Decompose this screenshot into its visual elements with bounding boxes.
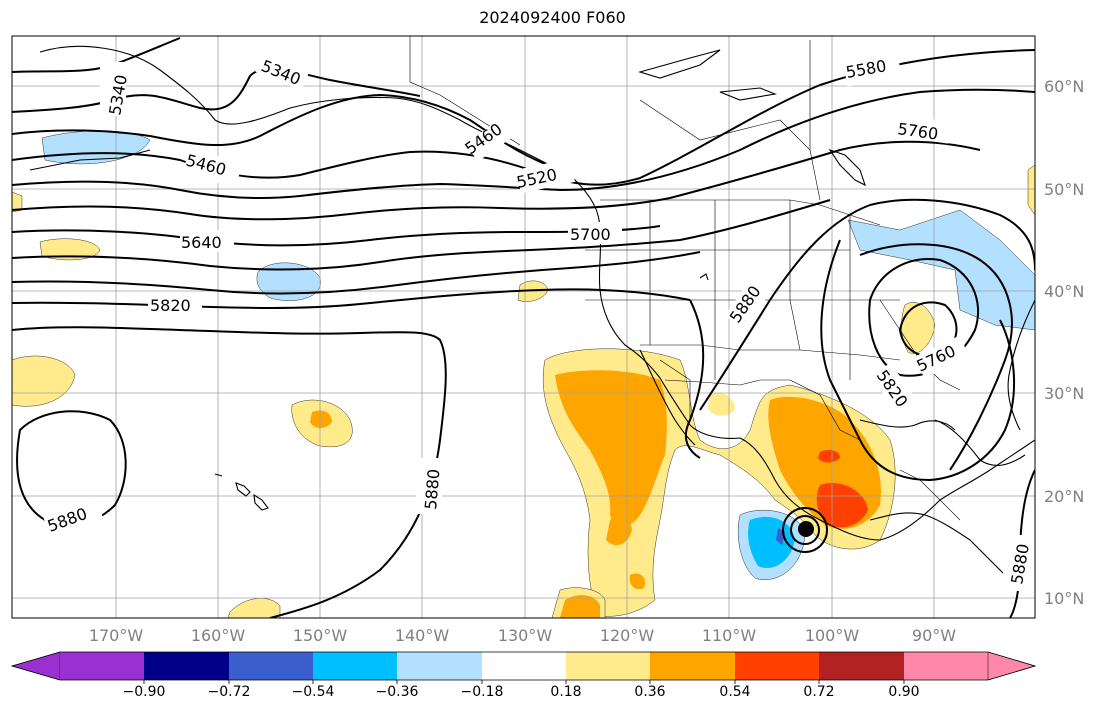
contour-label: 5700 [570,225,611,244]
colorbar-tick-label: −0.18 [460,684,504,700]
colorbar-tick-label: −0.36 [375,684,419,700]
map-panel: 5340 5340 5460 5460 5520 5580 5640 5700 … [12,36,1035,618]
colorbar-swatch [229,652,315,680]
colorbar-swatch [904,652,988,680]
lon-label: 170°W [88,626,144,645]
lat-label: 50°N [1044,180,1085,199]
lat-label: 60°N [1044,77,1085,96]
colorbar-swatch [60,652,146,680]
colorbar-swatch [144,652,230,680]
colorbar-swatch [819,652,905,680]
lon-label: 140°W [394,626,450,645]
lon-label: 120°W [599,626,655,645]
colorbar-tick-label: 0.18 [550,684,582,700]
storm-center-marker [798,521,814,537]
colorbar-swatch [735,652,821,680]
colorbar-swatch [650,652,736,680]
colorbar-tick-label: 0.54 [719,684,751,700]
colorbar-extend-min [11,651,61,681]
lon-label: 110°W [701,626,757,645]
map-title: 2024092400 F060 [479,8,626,27]
lat-label: 40°N [1044,282,1085,301]
contour-label: 5880 [421,468,443,510]
colorbar-tick-label: −0.54 [291,684,335,700]
lon-label: 100°W [804,626,860,645]
map-frame [11,35,1036,619]
colorbar [10,651,1037,684]
height-contours [12,37,1035,618]
lat-label: 30°N [1044,384,1085,403]
colorbar-tick-label: −0.72 [207,684,251,700]
lon-label: 90°W [911,626,957,645]
colorbar-swatch [482,652,568,680]
contour-label: 5820 [150,296,191,315]
lat-label: 10°N [1044,589,1085,608]
colorbar-tick-label: −0.90 [122,684,166,700]
colorbar-swatch [566,652,652,680]
colorbar-tick-label: 0.36 [634,684,666,700]
colorbar-tick-label: 0.72 [803,684,835,700]
lon-label: 160°W [190,626,246,645]
colorbar-swatch [397,652,483,680]
lon-label: 150°W [292,626,348,645]
lat-label: 20°N [1044,487,1085,506]
lon-label: 130°W [497,626,553,645]
contour-label: 5640 [181,233,222,252]
contour-label-group: 5340 5340 5460 5460 5520 5580 5640 5700 … [42,49,1033,591]
colorbar-swatch [313,652,399,680]
colorbar-extend-max [987,651,1036,681]
colorbar-tick-label: 0.90 [888,684,920,700]
